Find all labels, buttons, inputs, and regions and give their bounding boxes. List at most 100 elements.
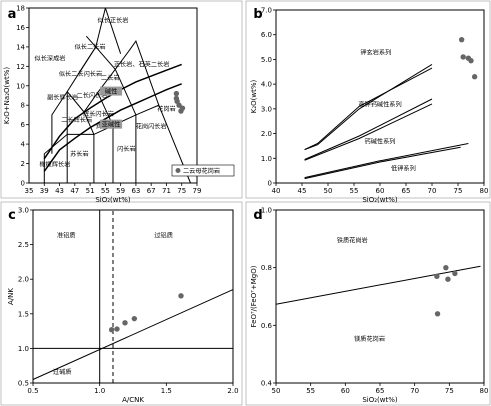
y-axis-label: A/NK [7,288,15,305]
y-tick-label: 1.0 [261,207,272,215]
series-tag-bg [100,119,123,129]
series-boundary-line [304,63,433,151]
tas-field-boundary [127,40,160,106]
ferroan-magnesian-boundary [275,265,481,305]
subalkaline-divide-curve [43,83,182,172]
y-tick-label: 3.0 [18,207,29,215]
data-point-b [458,36,465,43]
y-tick-label: 8 [21,102,25,110]
tas-field-boundary [79,35,97,72]
y-tick-label: 2 [21,160,25,168]
x-tick-label: 59 [116,187,125,195]
series-boundary-line [304,103,433,161]
y-tick-label: 0 [268,180,272,188]
x-tick-label: 50 [272,387,281,395]
y-tick-label: 0.6 [261,322,273,330]
data-point-a [173,90,180,97]
y-tick-label: 7.0 [261,7,272,15]
x-tick-label: 50 [324,187,333,195]
y-tick-label: 3.0 [261,105,272,113]
x-tick-label: 79 [193,187,202,195]
x-tick-label: 35 [25,187,34,195]
tas-field-label: 苏长岩 [70,150,89,158]
y-tick-label: 0 [21,180,25,188]
x-tick-label: 80 [480,187,489,195]
data-point-d [445,276,451,282]
series-field-label: 钾玄岩系列 [360,48,391,56]
tas-field-label: 橄榄辉长岩 [39,160,70,168]
x-tick-label: 40 [272,187,281,195]
x-tick-label: 65 [402,187,411,195]
x-tick-label: 75 [445,387,454,395]
y-tick-label: 0.5 [18,380,29,388]
x-tick-label: 70 [428,187,437,195]
series-tag-label: 亚碱性 [102,121,121,129]
x-tick-label: 55 [306,387,315,395]
tas-field-label: 二长闪长岩 [77,91,108,99]
y-axis-label: K₂O+Na₂O(wt%) [3,67,11,124]
tas-field-label: 二长辉长岩 [61,116,92,124]
tas-field-label: 副长辉长岩 [47,93,78,101]
series-field-label: 低钾系列 [391,165,416,173]
y-tick-label: 10 [16,82,25,90]
series-field-label: 高钾钙碱性系列 [358,100,401,108]
y-axis-label: FeOᵀ/(FeOᵀ+MgO) [250,265,258,327]
x-tick-label: 80 [480,387,489,395]
x-axis-label: SiO₂(wt%) [362,396,398,404]
acnk-field-label: 过铝质 [154,232,173,240]
y-tick-label: 1.5 [18,310,29,318]
data-point-d [452,270,458,277]
data-point-d [434,311,441,317]
panel-letter-a: a [8,7,17,22]
x-tick-label: 1.0 [94,387,105,395]
y-tick-label: 16 [16,24,25,32]
x-tick-label: 2.0 [227,387,238,395]
x-tick-label: 55 [101,187,110,195]
x-tick-label: 47 [70,187,79,195]
x-axis-label: A/CNK [122,396,144,404]
panel-letter-c: c [8,208,16,223]
panel-b-frame [245,0,491,199]
series-boundary-line [304,67,433,151]
tas-field-label: 花岗岩 [157,105,176,113]
y-tick-label: 4.0 [261,81,272,89]
legend-box [171,164,235,177]
series-boundary-line [304,146,461,180]
tas-field-label: 似长正长岩 [98,17,129,25]
x-tick-label: 51 [86,187,95,195]
data-point-b [460,54,466,60]
x-tick-label: 1.5 [161,387,172,395]
x-axis-label: SiO₂(wt%) [362,196,398,204]
tas-field-boundary [83,111,95,135]
x-tick-label: 43 [55,187,64,195]
series-tag-label: 碱性 [105,88,117,96]
x-tick-label: 0.5 [27,387,38,395]
y-tick-label: 18 [16,5,25,13]
tas-field-label: 二长岩 [101,74,120,82]
x-tick-label: 70 [410,387,419,395]
data-point-b [468,57,474,64]
data-point-d [434,273,440,280]
panel-letter-d: d [253,208,262,223]
x-axis-label: SiO₂(wt%) [95,196,131,204]
data-point-c [122,320,128,326]
y-tick-label: 5.0 [261,56,272,64]
tas-field-label: 闪长岩 [117,145,136,153]
series-tag-bg [100,86,123,96]
legend-marker [175,168,181,173]
x-tick-label: 39 [40,187,49,195]
series-boundary-line [304,98,433,160]
tas-field-label: 正长岩、石英二长岩 [114,60,170,68]
tas-field-boundary [104,7,122,54]
data-point-c [178,293,184,299]
acnk-field-label: 过碱质 [53,368,72,376]
x-tick-label: 60 [376,187,385,195]
panel-d-frame [245,201,491,406]
y-tick-label: 12 [16,63,25,71]
y-axis-label: K₂O(wt%) [250,79,258,113]
panel-c-frame [0,201,243,406]
y-tick-label: 6.0 [261,31,272,39]
legend-label: 二云母花岗岩 [183,167,220,175]
x-tick-label: 63 [131,187,140,195]
y-tick-label: 0.4 [261,380,273,388]
